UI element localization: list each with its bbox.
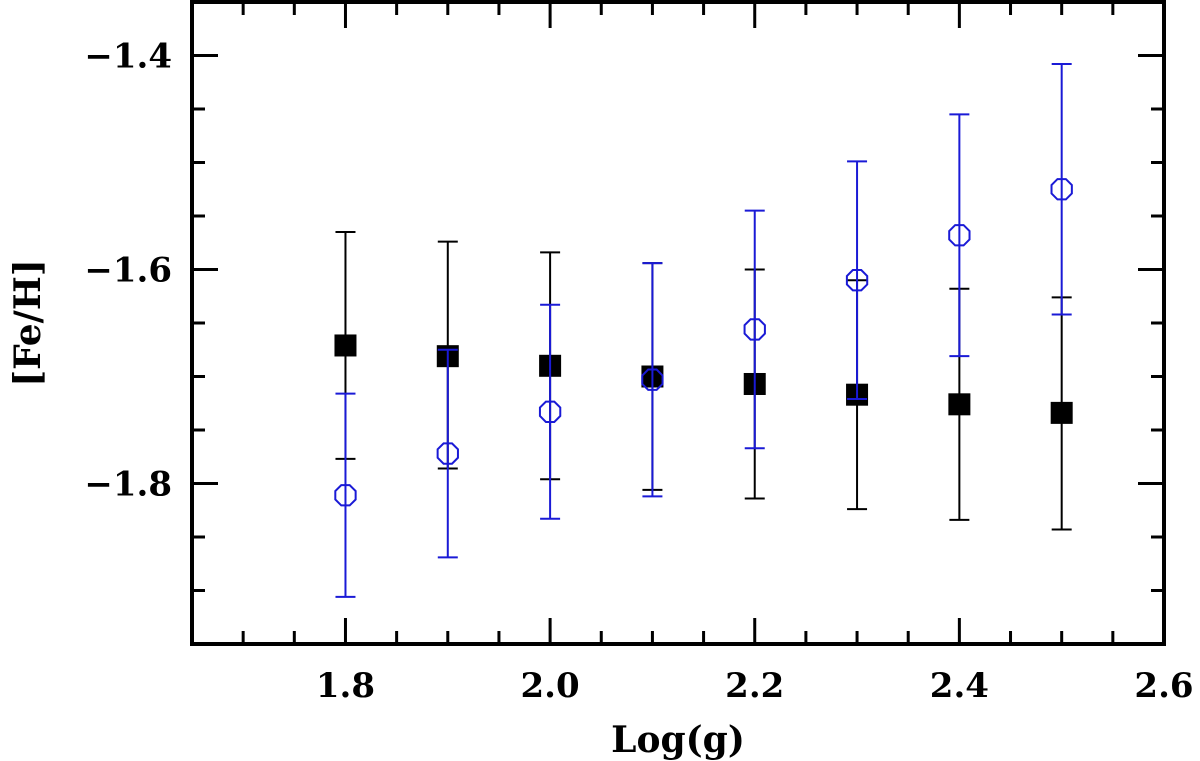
data-point-octagon	[436, 442, 459, 465]
x-tick-label: 2.4	[930, 666, 989, 706]
data-point-octagon	[948, 224, 971, 247]
y-tick-label: −1.8	[84, 465, 172, 505]
data-point-octagon	[334, 484, 357, 507]
series-1	[334, 231, 1073, 531]
data-point-octagon	[845, 269, 869, 292]
series-layer	[334, 63, 1073, 598]
series-2	[334, 63, 1073, 598]
data-point-octagon	[641, 368, 664, 391]
x-tick-label: 2.0	[521, 666, 580, 706]
y-tick-label: −1.4	[84, 37, 172, 77]
data-point-octagon	[538, 400, 562, 423]
plot-frame	[190, 0, 1166, 646]
data-point-square	[948, 393, 971, 416]
major-ticks	[192, 2, 1166, 644]
data-point-octagon	[1050, 178, 1073, 201]
x-tick-label: 1.8	[316, 666, 375, 706]
y-tick-labels: −1.4 −1.6 −1.8	[84, 37, 172, 505]
y-axis-title: [Fe/H]	[7, 259, 49, 387]
x-tick-label: 2.6	[1134, 666, 1193, 706]
data-point-square	[1050, 401, 1073, 424]
x-axis-title: Log(g)	[611, 719, 745, 761]
data-point-octagon	[743, 318, 766, 341]
x-tick-labels: 1.8 2.0 2.2 2.4 2.6	[316, 666, 1194, 706]
data-point-square	[334, 334, 357, 357]
x-tick-label: 2.2	[725, 666, 784, 706]
minor-ticks	[190, 0, 1164, 646]
y-tick-label: −1.6	[84, 251, 172, 291]
